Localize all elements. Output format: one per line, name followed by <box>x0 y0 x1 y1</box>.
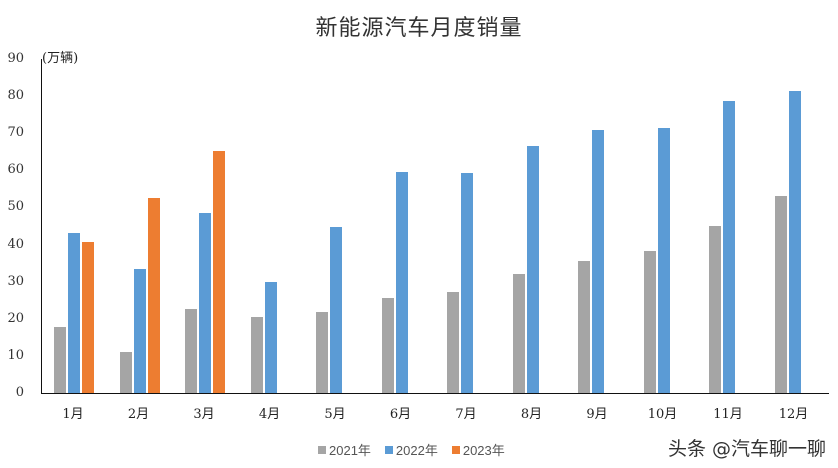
bar-2023年-1月 <box>82 241 94 393</box>
y-axis-unit: (万辆) <box>42 51 79 66</box>
bar-2021年-2月 <box>119 352 132 393</box>
bar-2021年-8月 <box>512 273 525 393</box>
x-tick-label: 11月 <box>713 407 743 422</box>
bar-2022年-8月 <box>526 145 539 393</box>
watermark: 头条 @汽车聊一聊 <box>667 438 826 460</box>
y-tick-label: 30 <box>7 273 24 289</box>
bar-2023年-2月 <box>147 198 160 393</box>
bar-2021年-4月 <box>250 316 263 393</box>
bar-2022年-6月 <box>395 171 408 393</box>
legend-swatch-icon <box>384 445 393 454</box>
x-tick-label: 4月 <box>258 407 281 422</box>
bar-2021年-12月 <box>774 195 787 393</box>
y-axis-line <box>41 59 42 394</box>
y-tick-label: 40 <box>7 236 24 252</box>
x-tick-label: 2月 <box>127 407 150 422</box>
y-tick-label: 20 <box>7 310 24 326</box>
bar-2021年-11月 <box>709 226 721 393</box>
x-tick-label: 8月 <box>520 407 543 422</box>
legend-label: 2021年 <box>329 443 371 458</box>
x-tick-label: 5月 <box>324 407 346 422</box>
y-tick-label: 90 <box>7 51 24 66</box>
bar-2022年-2月 <box>133 269 146 393</box>
bar-2022年-11月 <box>723 100 735 393</box>
x-tick-label: 7月 <box>455 407 477 422</box>
bar-2021年-7月 <box>447 292 459 393</box>
x-tick-label: 9月 <box>586 407 608 422</box>
legend-item: 2022年 <box>384 440 438 459</box>
legend-swatch-icon <box>451 445 460 454</box>
legend-label: 2022年 <box>395 443 438 458</box>
x-tick-label: 12月 <box>778 407 809 422</box>
bar-2021年-9月 <box>578 260 590 393</box>
y-tick-label: 50 <box>7 199 24 215</box>
bar-2023年-3月 <box>213 150 225 393</box>
bar-2022年-5月 <box>330 227 342 393</box>
bar-2022年-10月 <box>657 128 670 393</box>
y-tick-label: 0 <box>15 385 24 400</box>
bar-2022年-9月 <box>592 130 604 393</box>
bar-2022年-1月 <box>68 233 80 393</box>
x-axis-line <box>41 393 829 394</box>
x-tick-label: 6月 <box>389 407 412 422</box>
bar-2021年-10月 <box>643 250 656 393</box>
bar-2021年-6月 <box>381 298 394 393</box>
bar-2022年-4月 <box>264 282 277 393</box>
y-tick-label: 80 <box>7 88 24 104</box>
legend-item: 2021年 <box>318 440 371 459</box>
bar-2022年-7月 <box>461 172 473 393</box>
bar-2021年-3月 <box>185 309 197 393</box>
x-tick-label: 10月 <box>647 407 678 422</box>
legend-label: 2023年 <box>462 443 505 458</box>
bar-2021年-1月 <box>54 326 66 393</box>
bar-2022年-12月 <box>788 90 801 393</box>
y-tick-label: 10 <box>7 347 24 363</box>
legend: 2021年 2022年 2023年 <box>318 440 505 459</box>
legend-swatch-icon <box>318 445 326 454</box>
bar-2022年-3月 <box>199 213 211 393</box>
bar-2021年-5月 <box>316 312 328 393</box>
chart-title: 新能源汽车月度销量 <box>315 16 523 41</box>
y-tick-label: 70 <box>7 125 24 141</box>
x-tick-label: 1月 <box>62 407 84 422</box>
plot-area <box>42 59 828 393</box>
legend-item: 2023年 <box>451 440 505 459</box>
y-tick-label: 60 <box>7 162 24 178</box>
x-tick-label: 3月 <box>193 407 215 422</box>
